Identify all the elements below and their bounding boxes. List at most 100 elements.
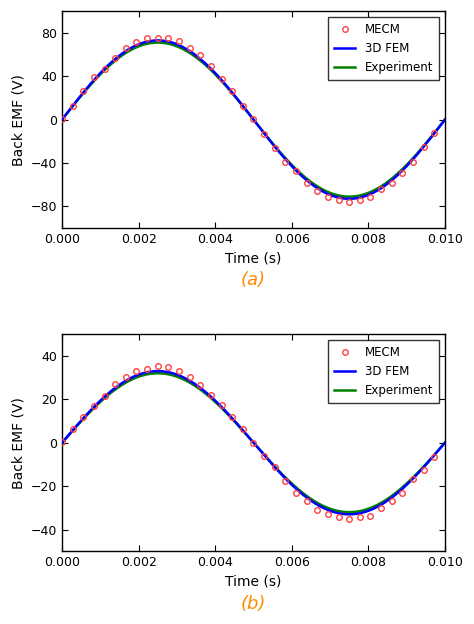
Experiment [442,116,448,124]
MECM [368,193,374,200]
Experiment [59,116,65,124]
MECM [283,158,288,165]
Experiment [288,479,293,486]
MECM [134,368,139,375]
MECM [314,188,320,195]
MECM [251,115,256,122]
Line: Experiment: Experiment [62,373,445,512]
Experiment [155,39,161,46]
MECM [123,373,129,381]
MECM [102,65,108,72]
MECM [165,34,171,41]
MECM [346,515,352,522]
3D FEM [59,116,65,124]
MECM [59,115,65,123]
Line: Experiment: Experiment [62,42,445,197]
MECM [293,168,299,175]
MECM [431,129,437,137]
3D FEM [346,195,352,203]
MECM [123,44,129,52]
MECM [155,362,161,369]
MECM [389,497,395,504]
MECM [431,454,437,461]
Experiment [267,137,273,144]
MECM [240,425,246,432]
MECM [134,39,139,46]
MECM [421,466,427,474]
MECM [198,52,203,59]
MECM [336,513,341,520]
3D FEM [267,137,273,145]
MECM [314,507,320,514]
MECM [91,74,97,81]
3D FEM [435,126,440,134]
MECM [272,144,278,152]
Experiment [374,501,380,509]
MECM [410,158,416,165]
X-axis label: Time (s): Time (s) [225,575,282,588]
Experiment [374,185,380,192]
Y-axis label: Back EMF (V): Back EMF (V) [11,397,25,489]
Experiment [244,107,250,115]
3D FEM [374,187,380,194]
MECM [208,391,214,398]
MECM [325,193,331,201]
MECM [155,34,161,42]
3D FEM [435,448,440,456]
MECM [81,87,86,94]
3D FEM [374,503,380,510]
MECM [378,504,384,512]
MECM [368,512,374,520]
MECM [389,180,395,187]
Experiment [155,369,161,377]
Experiment [288,160,293,167]
Y-axis label: Back EMF (V): Back EMF (V) [11,74,25,165]
Experiment [346,509,352,516]
MECM [357,514,363,521]
MECM [336,197,341,204]
MECM [240,102,246,110]
Experiment [267,457,273,465]
3D FEM [59,439,65,446]
3D FEM [244,107,250,115]
MECM [112,54,118,62]
MECM [283,477,288,485]
MECM [293,489,299,497]
MECM [81,414,86,421]
3D FEM [244,431,250,439]
MECM [165,363,171,371]
3D FEM [442,439,448,446]
MECM [91,402,97,409]
MECM [325,510,331,517]
Legend: MECM, 3D FEM, Experiment: MECM, 3D FEM, Experiment [328,340,439,402]
Line: MECM: MECM [59,35,437,205]
Experiment [442,439,448,446]
MECM [59,439,65,446]
3D FEM [442,116,448,124]
MECM [144,35,150,42]
X-axis label: Time (s): Time (s) [225,251,282,266]
MECM [112,380,118,388]
MECM [198,381,203,389]
Experiment [435,447,440,455]
MECM [261,452,267,460]
Legend: MECM, 3D FEM, Experiment: MECM, 3D FEM, Experiment [328,17,439,80]
MECM [70,102,75,110]
Line: 3D FEM: 3D FEM [62,371,445,514]
MECM [378,185,384,193]
MECM [400,489,405,496]
Experiment [346,193,352,200]
3D FEM [288,480,293,487]
MECM [410,475,416,483]
MECM [102,392,108,399]
MECM [219,76,224,83]
MECM [219,401,224,409]
MECM [187,374,192,381]
MECM [261,130,267,138]
3D FEM [267,458,273,466]
Experiment [59,439,65,446]
MECM [70,425,75,432]
MECM [346,198,352,205]
3D FEM [346,510,352,518]
Experiment [435,125,440,133]
